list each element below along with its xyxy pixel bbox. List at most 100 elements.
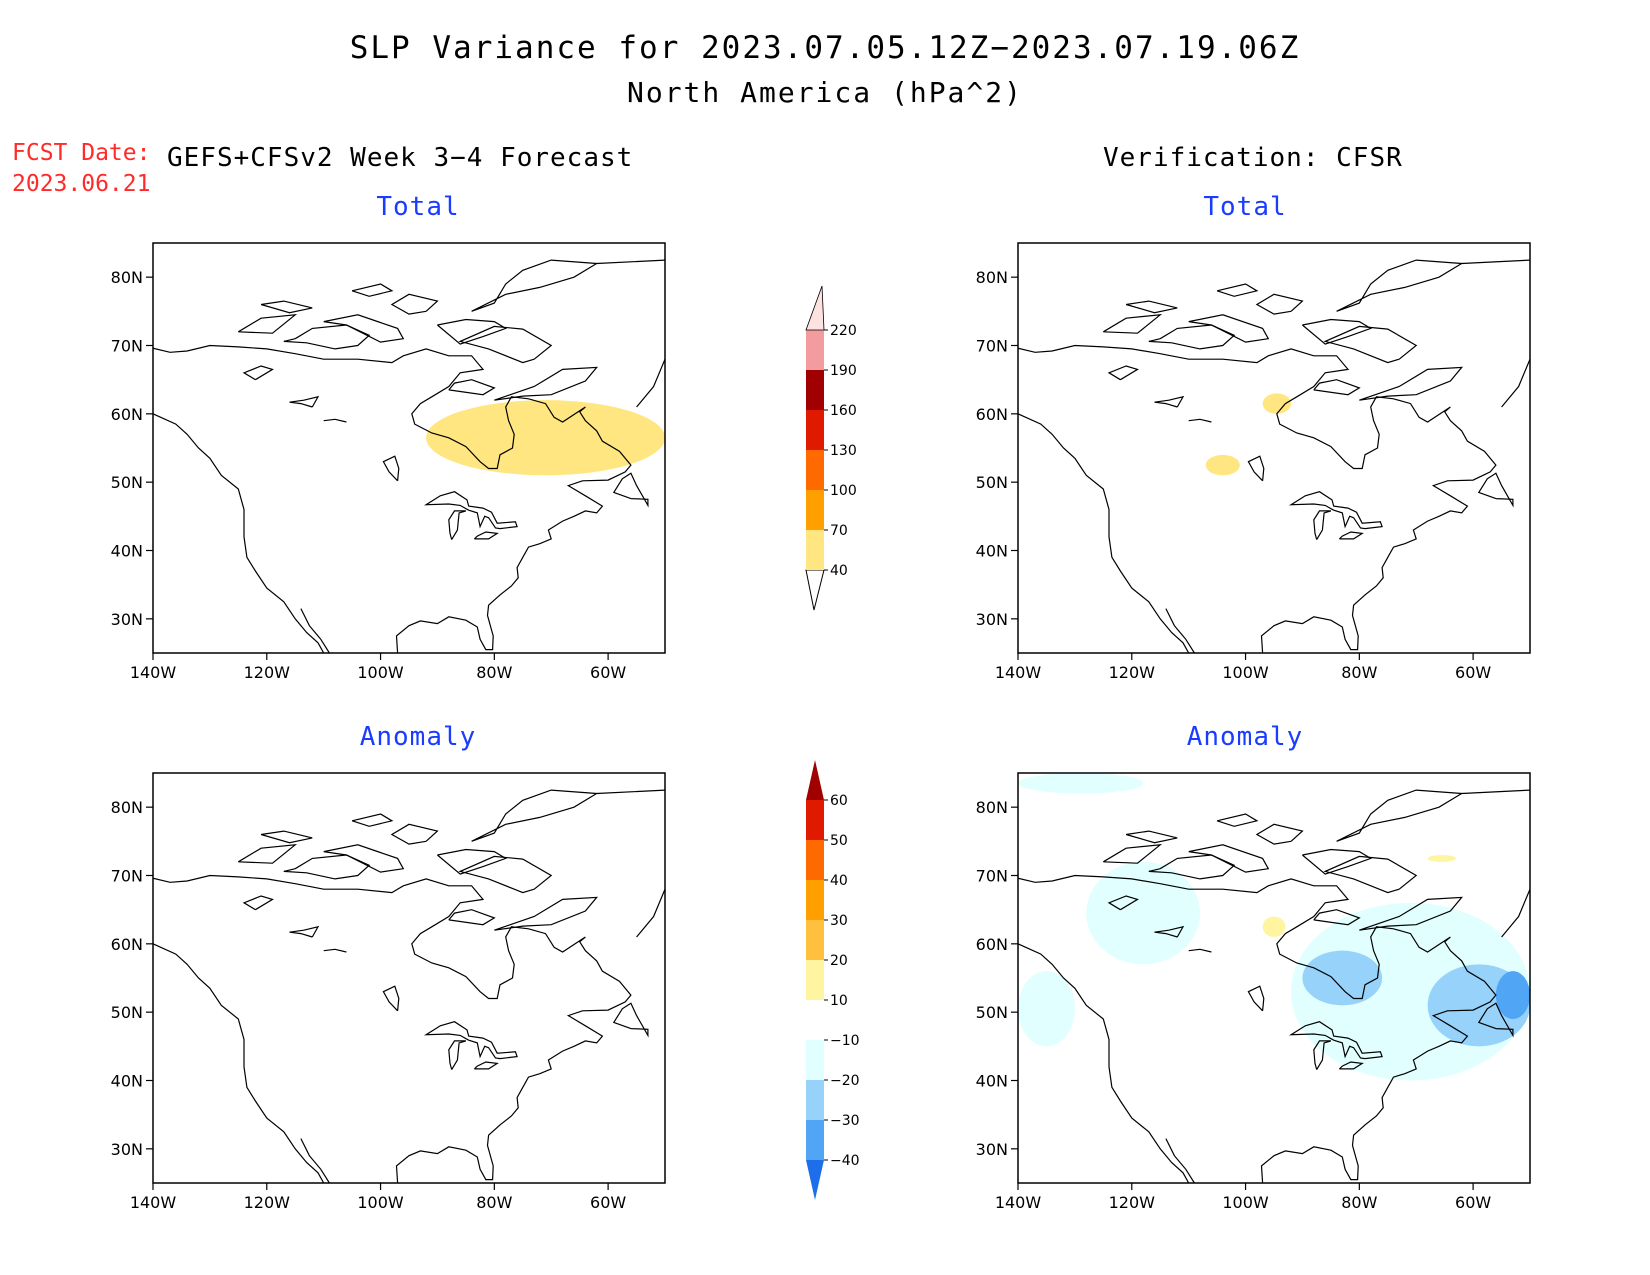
- coastline-2: [153, 874, 632, 1183]
- coastline-12: [237, 844, 298, 864]
- coastlines: [153, 259, 665, 653]
- main-title: SLP Variance for 2023.07.05.12Z−2023.07.…: [349, 30, 1301, 66]
- coastline-4: [423, 491, 518, 530]
- coastline-22: [596, 789, 665, 795]
- coastline-10: [1188, 418, 1212, 423]
- coastline-21: [1323, 325, 1418, 364]
- coastline-6: [473, 531, 499, 540]
- lon-tick-label: 120W: [244, 1193, 291, 1212]
- coastline-12: [1102, 844, 1163, 864]
- coastline-16: [1255, 293, 1304, 315]
- colorbar-total-label: 220: [830, 323, 857, 339]
- shaded-region-3: [1086, 861, 1201, 965]
- lon-tick-label: 120W: [1109, 1193, 1156, 1212]
- lon-tick-label: 60W: [1455, 663, 1491, 682]
- lat-tick-label: 30N: [111, 1140, 143, 1159]
- lon-tick-label: 60W: [590, 663, 626, 682]
- lat-tick-label: 30N: [976, 610, 1008, 629]
- coastline-23: [1501, 888, 1530, 938]
- lon-tick-label: 100W: [357, 1193, 404, 1212]
- coastline-4: [423, 1021, 518, 1060]
- coastline-3: [612, 1002, 649, 1038]
- colorbar-total-segment: [806, 450, 824, 490]
- coastline-17: [260, 300, 313, 314]
- lon-tick-label: 100W: [1222, 663, 1269, 682]
- coastline-11: [1148, 854, 1236, 880]
- model-label: GEFS+CFSv2 Week 3−4 Forecast: [167, 143, 634, 173]
- colorbar-anomaly: 60 50 40 30 20 10 −10 −20 −30 −40: [790, 750, 870, 1214]
- lat-tick-label: 70N: [111, 867, 143, 886]
- coastline-20: [1359, 896, 1464, 931]
- lat-tick-label: 60N: [111, 405, 143, 424]
- coastline-18: [1216, 283, 1259, 297]
- lat-tick-label: 40N: [111, 1072, 143, 1091]
- coastline-1: [1165, 1138, 1195, 1183]
- colorbar-anomaly-segment: [806, 800, 824, 840]
- lat-tick-label: 50N: [111, 473, 143, 492]
- fcst-date: FCST Date: 2023.06.21: [12, 138, 150, 200]
- lat-tick-label: 60N: [111, 935, 143, 954]
- map-verification-total: 140W 120W 100W 80W 60W 30N 40N 50N 60N 70N 80N: [976, 242, 1531, 682]
- coastline-11: [283, 854, 371, 880]
- colorbar-total-svg: 40 70 100 130 160 190 220: [805, 285, 857, 611]
- colorbar-total-segment: [806, 370, 824, 410]
- shaded-region-6: [1495, 971, 1530, 1019]
- lon-tick-label: 60W: [1455, 1193, 1491, 1212]
- coastline-1: [300, 1138, 330, 1183]
- colorbar-total-label: 190: [830, 363, 857, 379]
- colorbar-total-segment: [806, 410, 824, 450]
- colorbar-total-segment: [806, 330, 824, 370]
- coastline-16: [390, 823, 439, 845]
- colorbar-anomaly-segment: [806, 1080, 824, 1120]
- map-frame: [1017, 772, 1531, 1184]
- lat-tick-label: 70N: [111, 337, 143, 356]
- colorbar-total-segment: [806, 530, 824, 570]
- colorbar-anomaly-label: 50: [830, 833, 848, 849]
- coastline-4: [1288, 491, 1383, 530]
- coastline-2: [1018, 344, 1497, 653]
- coastline-17: [260, 830, 313, 844]
- coastline-20: [1359, 366, 1464, 401]
- coastline-1: [1165, 608, 1195, 653]
- panel-title-verification-total: Total: [1203, 192, 1287, 222]
- coastline-14: [437, 848, 508, 875]
- lon-tick-label: 80W: [476, 663, 512, 682]
- colorbar-anomaly-svg: 60 50 40 30 20 10 −10 −20 −30 −40: [806, 760, 860, 1200]
- coastline-10: [1188, 948, 1212, 953]
- lon-tick-label: 140W: [130, 1193, 177, 1212]
- coastline-1: [300, 608, 330, 653]
- lat-tick-label: 40N: [976, 542, 1008, 561]
- coastline-17: [1125, 300, 1178, 314]
- colorbar-total: 40 70 100 130 160 190 220: [790, 280, 870, 624]
- colorbar-anomaly-label: −20: [830, 1073, 860, 1089]
- lon-tick-label: 120W: [1109, 663, 1156, 682]
- lon-tick-label: 140W: [995, 663, 1042, 682]
- coastline-14: [437, 318, 508, 345]
- lat-tick-label: 70N: [976, 337, 1008, 356]
- colorbar-anomaly-label: 30: [830, 913, 848, 929]
- shaded-region-1: [1205, 454, 1240, 476]
- map-panel-forecast-anomaly: 140W 120W 100W 80W 60W 30N 40N 50N 60N 70N 80N: [90, 760, 690, 1224]
- coastline-8: [1154, 925, 1185, 938]
- coastline-0: [153, 943, 325, 1183]
- lat-tick-label: 80N: [111, 268, 143, 287]
- coastline-3: [1477, 1002, 1514, 1038]
- coastline-14: [1302, 318, 1373, 345]
- colorbar-total-label: 130: [830, 443, 857, 459]
- coastline-19: [448, 909, 496, 926]
- coastline-9: [1107, 895, 1139, 911]
- coastline-2: [153, 344, 632, 653]
- coastline-16: [390, 293, 439, 315]
- colorbar-anomaly-segment: [806, 840, 824, 880]
- coastline-13: [323, 314, 405, 343]
- lat-tick-label: 70N: [976, 867, 1008, 886]
- colorbar-anomaly-segment: [806, 960, 824, 1000]
- lat-tick-label: 30N: [976, 1140, 1008, 1159]
- coastline-15: [471, 259, 599, 312]
- coastline-23: [1501, 358, 1530, 408]
- coastline-6: [473, 1061, 499, 1070]
- colorbar-total-label: 40: [830, 563, 848, 579]
- colorbar-anomaly-segment: [806, 920, 824, 960]
- colorbar-anomaly-label: 20: [830, 953, 848, 969]
- lat-tick-label: 30N: [111, 610, 143, 629]
